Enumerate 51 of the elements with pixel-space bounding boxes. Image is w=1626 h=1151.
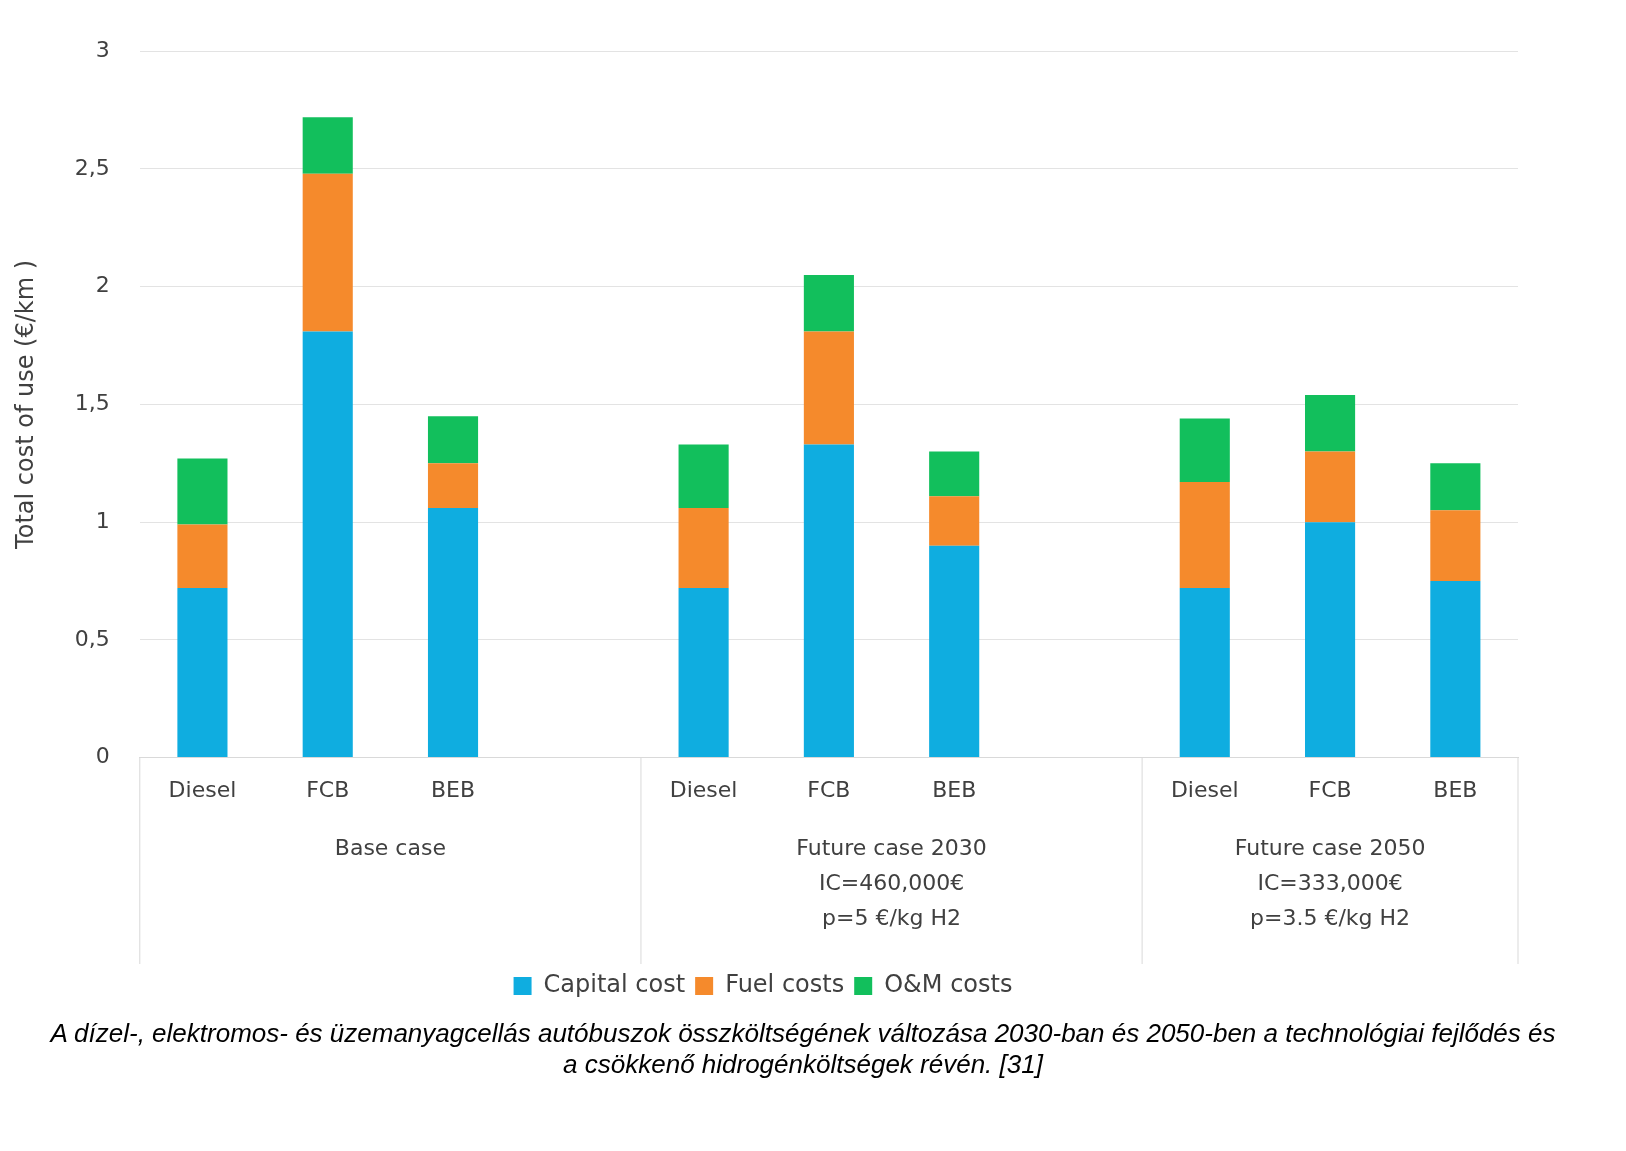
bar <box>929 545 980 758</box>
x-tick-label: BEB <box>430 776 476 802</box>
x-tick-label: Diesel <box>669 776 738 802</box>
x-tick-label: FCB <box>1308 776 1352 802</box>
bar <box>803 444 854 758</box>
x-tick-label: FCB <box>807 776 851 802</box>
bar <box>177 458 228 525</box>
bar <box>1179 418 1230 483</box>
bar <box>302 331 353 758</box>
bar <box>803 274 854 332</box>
bar <box>1430 581 1481 758</box>
bar <box>427 416 479 464</box>
legend-label: O&M costs <box>884 970 1013 999</box>
bar <box>1179 482 1230 589</box>
bar <box>678 588 729 758</box>
bar <box>1305 451 1356 523</box>
y-tick-label: 2 <box>95 272 110 298</box>
bar <box>1179 588 1230 758</box>
bar <box>929 496 980 546</box>
y-tick-label: 0 <box>95 743 110 769</box>
bar <box>678 444 729 509</box>
bar <box>427 508 479 758</box>
bar <box>678 508 729 589</box>
legend-label: Capital cost <box>543 970 686 999</box>
y-tick-label: 0,5 <box>74 625 110 651</box>
bar <box>1430 510 1481 581</box>
x-tick-label: BEB <box>932 776 977 802</box>
bar <box>803 331 854 445</box>
bar <box>929 451 980 497</box>
y-tick-label: 1,5 <box>74 390 110 416</box>
x-tick-label: FCB <box>306 776 350 802</box>
x-tick-label: Diesel <box>1170 776 1239 802</box>
y-tick-label: 3 <box>95 36 110 62</box>
x-tick-label: BEB <box>1433 776 1478 802</box>
x-tick-label: Diesel <box>168 776 237 802</box>
legend-label: Fuel costs <box>725 970 845 999</box>
bar <box>302 117 353 174</box>
bar <box>302 173 353 332</box>
y-tick-label: 2,5 <box>74 154 110 180</box>
text: A dízel-, elektromos- és üzemanyagcellás autóbuszok összköltségének változása 2030-ban és 2050-ben a technológiai fejlődés és a csökkenő hidrogénköltségek révén. [31] <box>48 1017 1557 1081</box>
text: Future case 2050 IC=333,000€ p=3.5 €/kg H2 <box>1234 835 1426 931</box>
bar <box>177 524 228 589</box>
bar <box>1305 522 1356 758</box>
text: Base case <box>334 835 446 861</box>
bar <box>1305 394 1356 452</box>
bar <box>177 588 228 758</box>
y-axis-title: Total cost of use (€/km ) <box>10 259 39 550</box>
y-tick-label: 1 <box>95 507 110 533</box>
bar <box>1430 463 1481 511</box>
text: Future case 2030 IC=460,000€ p=5 €/kg H2 <box>796 835 987 931</box>
bar <box>427 463 479 509</box>
